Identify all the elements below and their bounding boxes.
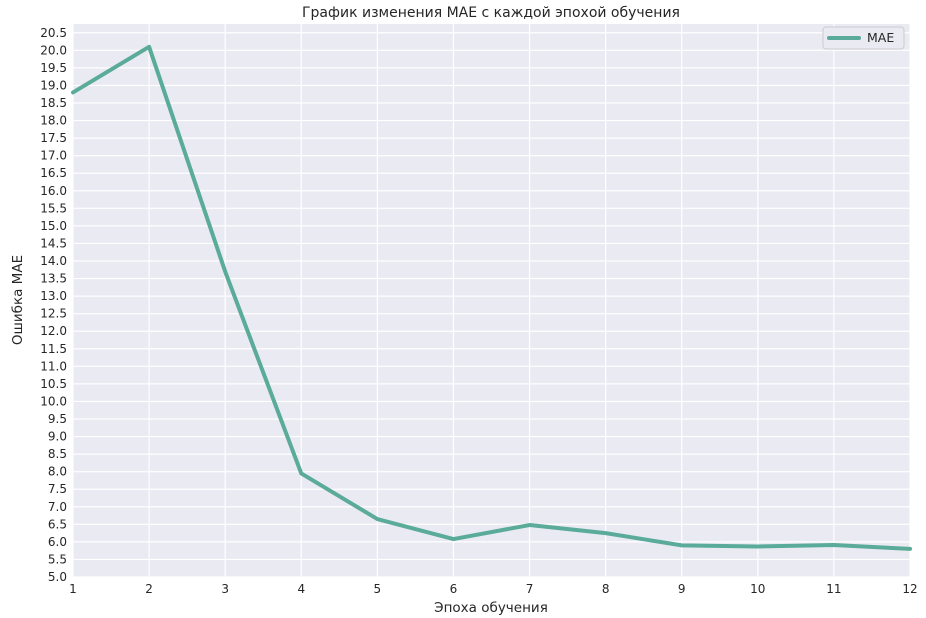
x-axis-label: Эпоха обучения [434,600,548,616]
y-axis-label: Ошибка MAE [10,255,26,345]
y-tick-label: 7.5 [48,482,67,496]
series-layer [71,44,912,551]
x-tick-label: 10 [750,582,765,596]
y-tick-label: 16.5 [40,166,67,180]
x-tick-label: 7 [526,582,534,596]
y-tick-label: 5.5 [48,552,67,566]
x-tick-label: 5 [374,582,382,596]
y-tick-label: 13.0 [40,289,67,303]
y-tick-label: 14.5 [40,236,67,250]
y-tick-label: 11.0 [40,359,67,373]
x-tick-label: 1 [69,582,77,596]
y-tick-label: 10.0 [40,394,67,408]
y-tick-label: 8.5 [48,447,67,461]
y-tick-label: 6.5 [48,517,67,531]
series-line-mae [71,44,912,551]
y-tick-labels: 5.0 5.5 6.0 6.5 7.0 7.5 8.0 8.5 9.0 9.5 10.0 10.5 11… [40,26,67,584]
y-tick-label: 19.5 [40,61,67,75]
y-tick-label: 12.5 [40,307,67,321]
y-tick-label: 9.5 [48,412,67,426]
y-tick-label: 17.5 [40,131,67,145]
y-tick-label: 11.5 [40,342,67,356]
x-tick-label: 6 [450,582,458,596]
y-tick-label: 17.0 [40,149,67,163]
y-tick-label: 15.0 [40,219,67,233]
plot-background [73,24,910,577]
x-tick-labels: 1 2 3 4 5 6 7 8 9 10 11 12 [69,582,917,596]
y-tick-label: 7.0 [48,500,67,514]
legend: MAE [822,26,905,50]
y-tick-label: 18.0 [40,114,67,128]
grid-lines [72,24,911,578]
y-tick-label: 19.0 [40,78,67,92]
y-tick-label: 16.0 [40,184,67,198]
y-tick-label: 5.0 [48,570,67,584]
x-tick-label: 11 [826,582,841,596]
x-tick-label: 2 [145,582,153,596]
y-tick-label: 10.5 [40,377,67,391]
y-tick-label: 20.5 [40,26,67,40]
legend-box [822,26,905,50]
y-tick-label: 13.5 [40,272,67,286]
y-tick-label: 14.0 [40,254,67,268]
x-tick-label: 3 [221,582,229,596]
x-tick-label: 12 [902,582,917,596]
x-tick-label: 4 [297,582,305,596]
y-tick-label: 8.0 [48,465,67,479]
y-tick-label: 6.0 [48,535,67,549]
y-tick-label: 20.0 [40,43,67,57]
y-tick-label: 18.5 [40,96,67,110]
y-tick-label: 12.0 [40,324,67,338]
x-tick-label: 8 [602,582,610,596]
y-tick-label: 9.0 [48,430,67,444]
legend-label: MAE [867,30,894,45]
x-tick-label: 9 [678,582,686,596]
chart-title: График изменения MAE с каждой эпохой обу… [302,5,680,21]
y-tick-label: 15.5 [40,201,67,215]
